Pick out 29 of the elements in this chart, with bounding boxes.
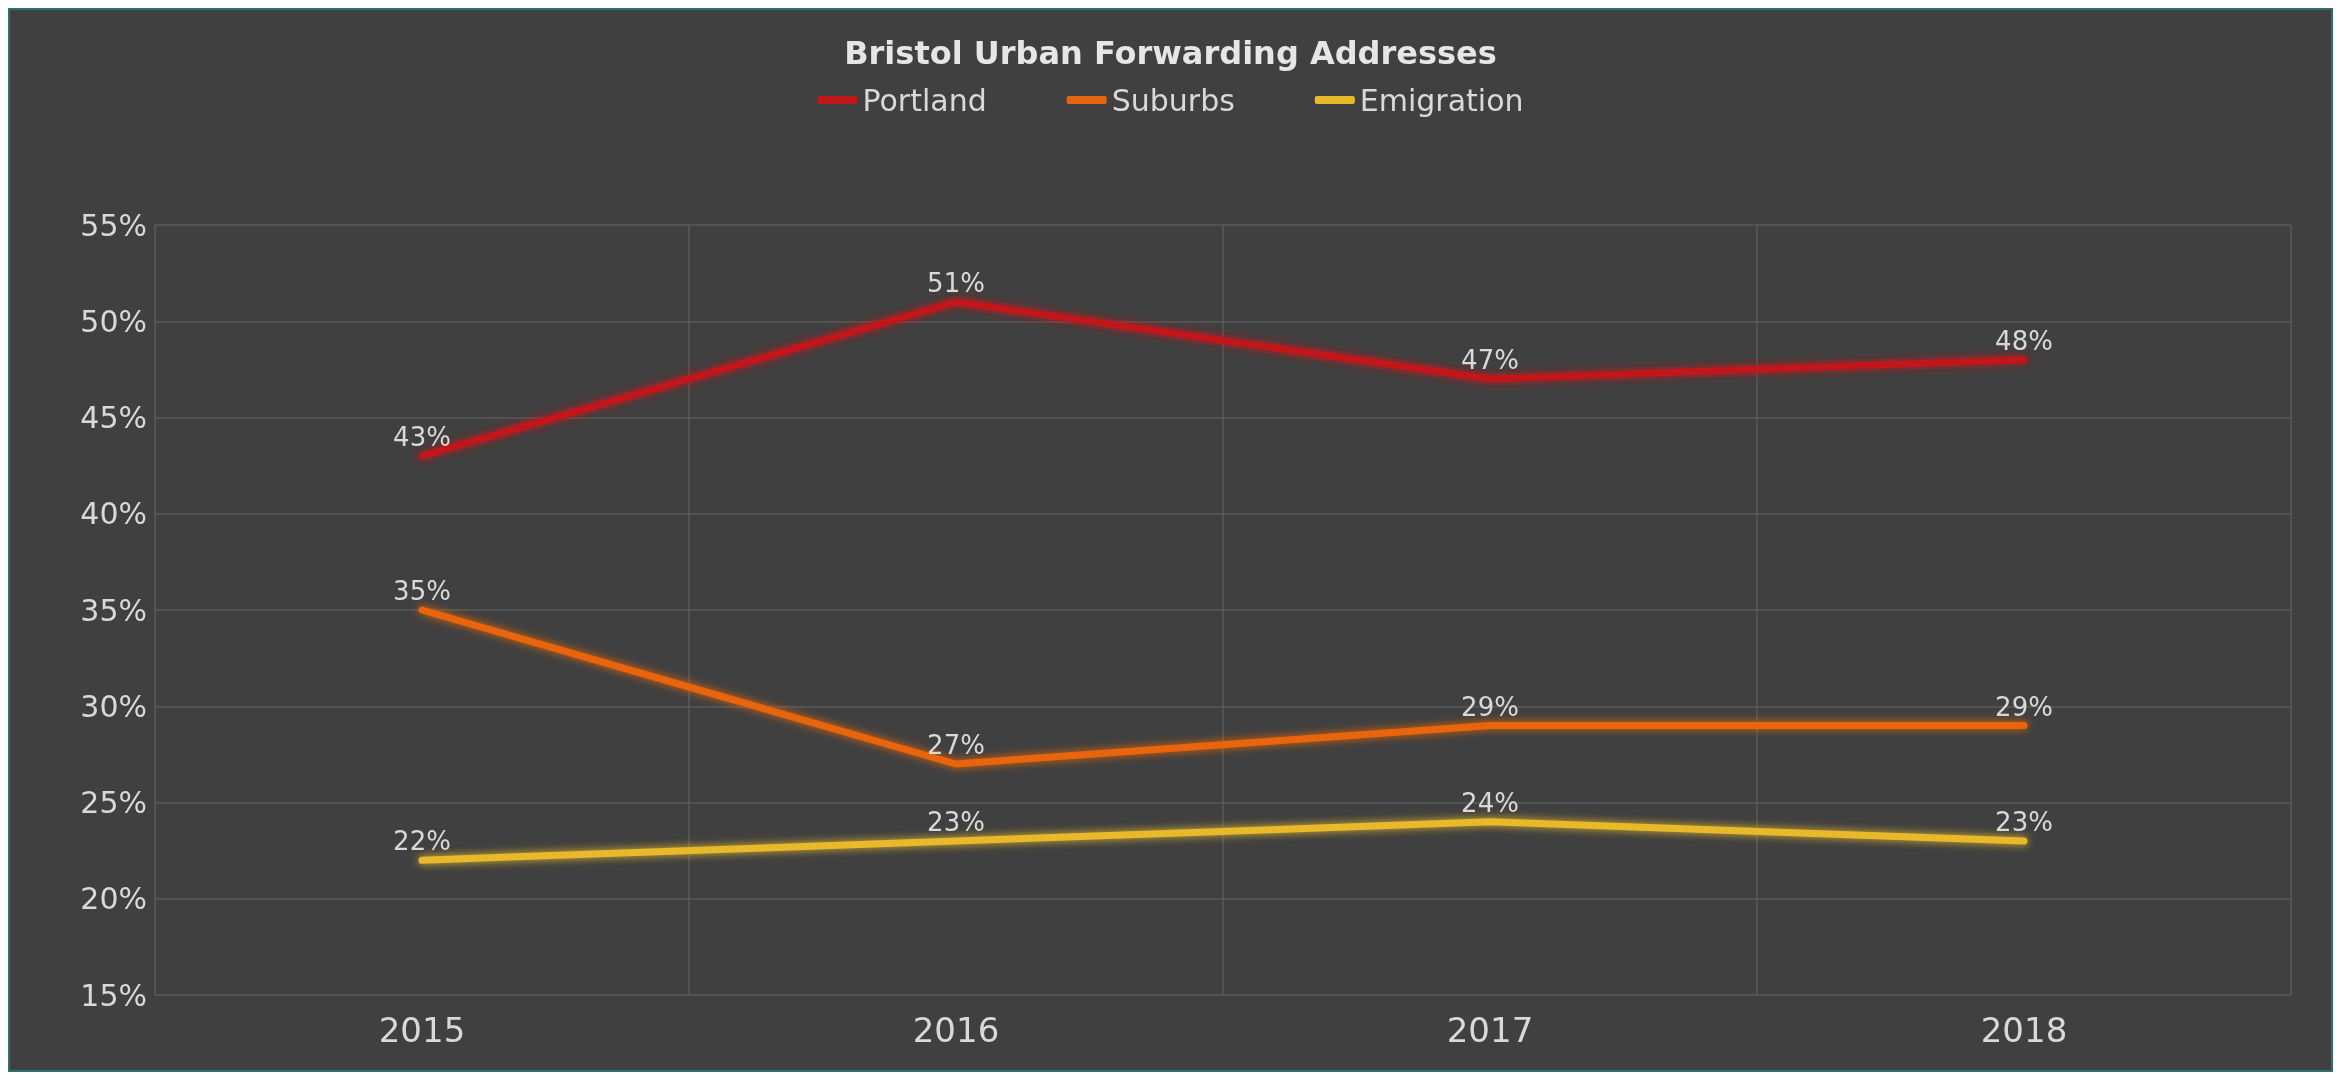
data-label: 51% [927,268,985,298]
data-label: 29% [1995,691,2053,722]
x-tick-label: 2017 [1446,1010,1534,1050]
data-label: 29% [1461,691,1519,722]
data-label: 43% [393,422,451,452]
y-tick-label: 25% [80,785,147,820]
x-tick-label: 2018 [1980,1010,2068,1050]
y-tick-label: 30% [80,688,147,724]
data-label: 23% [1995,807,2053,837]
data-label: 48% [1995,325,2053,356]
data-label: 22% [393,826,451,857]
y-tick-label: 45% [80,400,147,435]
data-label: 47% [1461,345,1519,375]
data-label: 27% [927,730,985,760]
x-tick-label: 2016 [912,1010,1000,1050]
legend-label: Portland [862,82,987,118]
y-tick-label: 15% [80,977,147,1013]
data-label: 23% [927,807,985,837]
data-label: 35% [393,576,451,606]
chart-title: Bristol Urban Forwarding Addresses [844,34,1497,72]
y-tick-label: 40% [80,496,147,532]
y-tick-label: 35% [80,592,147,628]
y-tick-label: 50% [80,303,147,339]
legend-label: Emigration [1359,82,1524,118]
y-tick-label: 55% [80,207,147,243]
x-tick-label: 2015 [378,1010,466,1050]
y-tick-label: 20% [80,881,147,917]
legend-label: Suburbs [1111,82,1235,118]
data-label: 24% [1461,787,1519,818]
